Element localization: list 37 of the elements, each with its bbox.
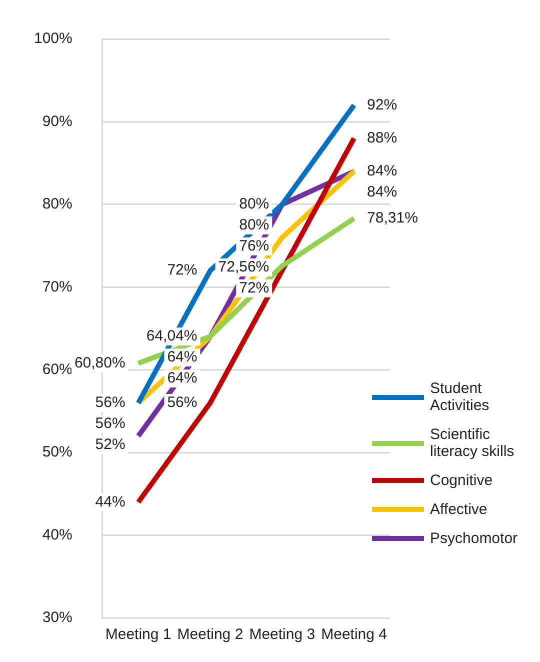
y-tick-label: 70% <box>42 278 72 296</box>
y-tick-label: 80% <box>42 196 72 213</box>
x-tick-label: Meeting 1 <box>105 626 172 644</box>
x-tick-label: Meeting 4 <box>321 626 387 644</box>
data-label: 56% <box>167 394 198 412</box>
data-label: 64% <box>167 370 198 387</box>
legend-label: Affective <box>430 501 488 518</box>
data-label: 84% <box>367 162 398 180</box>
x-tick-label: Meeting 2 <box>177 626 244 644</box>
data-label: 92% <box>367 96 398 114</box>
y-tick-label: 90% <box>42 112 72 130</box>
data-label: 80% <box>239 196 270 213</box>
x-tick-label: Meeting 3 <box>249 626 316 644</box>
legend-label: Scientific literacy skills <box>430 426 516 460</box>
data-label: 56% <box>95 394 126 412</box>
data-label: 56% <box>95 415 126 432</box>
data-label: 80% <box>239 216 270 234</box>
y-tick-label: 100% <box>34 30 72 48</box>
legend-label: Psychomotor <box>430 530 518 547</box>
y-tick-label: 50% <box>42 444 72 461</box>
data-label: 64% <box>167 348 198 366</box>
data-label: 64,04% <box>146 328 198 345</box>
data-label: 44% <box>95 493 126 510</box>
data-label: 72% <box>239 280 270 297</box>
data-label: 76% <box>239 238 270 255</box>
data-label: 84% <box>367 183 398 200</box>
data-label: 60,80% <box>74 354 126 372</box>
data-label: 78,31% <box>367 210 418 227</box>
y-tick-label: 30% <box>42 609 72 626</box>
data-label: 52% <box>95 436 126 454</box>
data-label: 72% <box>167 262 198 279</box>
legend-label: Student Activities <box>430 380 490 414</box>
legend-label: Cognitive <box>430 472 493 489</box>
data-label: 72,56% <box>218 258 270 276</box>
data-label: 88% <box>367 129 398 146</box>
y-tick-label: 60% <box>42 361 72 378</box>
y-tick-label: 40% <box>42 526 72 544</box>
